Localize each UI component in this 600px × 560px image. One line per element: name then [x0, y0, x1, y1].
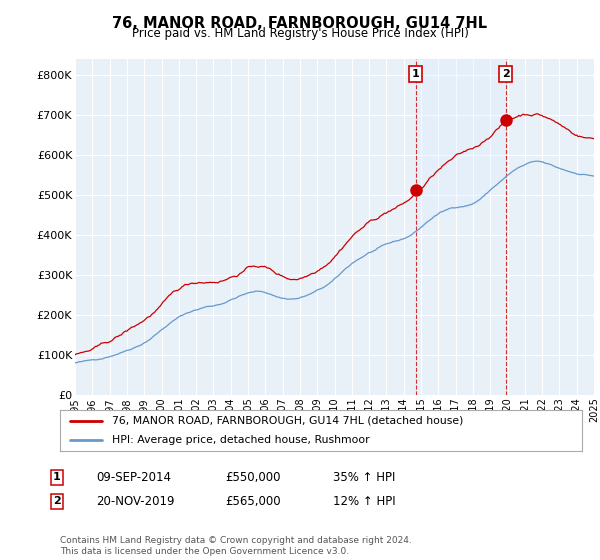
Text: HPI: Average price, detached house, Rushmoor: HPI: Average price, detached house, Rush…	[112, 435, 370, 445]
Text: 1: 1	[412, 69, 419, 79]
Text: 76, MANOR ROAD, FARNBOROUGH, GU14 7HL (detached house): 76, MANOR ROAD, FARNBOROUGH, GU14 7HL (d…	[112, 416, 464, 426]
Text: Price paid vs. HM Land Registry's House Price Index (HPI): Price paid vs. HM Land Registry's House …	[131, 27, 469, 40]
Text: 2: 2	[502, 69, 509, 79]
Text: 09-SEP-2014: 09-SEP-2014	[96, 470, 171, 484]
Text: 35% ↑ HPI: 35% ↑ HPI	[333, 470, 395, 484]
Text: 12% ↑ HPI: 12% ↑ HPI	[333, 494, 395, 508]
Text: Contains HM Land Registry data © Crown copyright and database right 2024.
This d: Contains HM Land Registry data © Crown c…	[60, 536, 412, 556]
Text: 20-NOV-2019: 20-NOV-2019	[96, 494, 175, 508]
Text: £550,000: £550,000	[225, 470, 281, 484]
Text: 76, MANOR ROAD, FARNBOROUGH, GU14 7HL: 76, MANOR ROAD, FARNBOROUGH, GU14 7HL	[112, 16, 488, 31]
Text: 2: 2	[53, 496, 61, 506]
Text: 1: 1	[53, 472, 61, 482]
Text: £565,000: £565,000	[225, 494, 281, 508]
